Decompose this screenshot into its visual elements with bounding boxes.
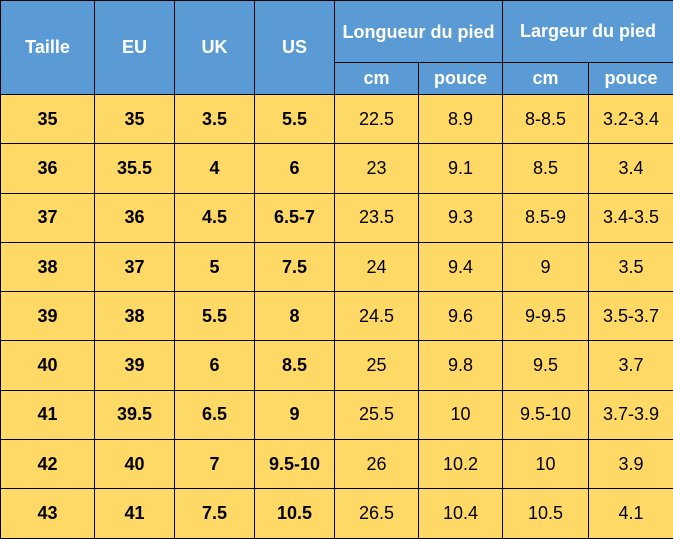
col-header-us: US: [255, 1, 335, 95]
cell-width-inch: 3.4-3.5: [589, 193, 673, 242]
cell-width-inch: 3.5: [589, 242, 673, 291]
cell-uk: 6.5: [175, 390, 255, 439]
cell-width-cm: 10: [503, 440, 589, 489]
cell-eu: 37: [95, 242, 175, 291]
cell-size: 35: [1, 95, 95, 144]
cell-length-inch: 9.6: [419, 292, 503, 341]
cell-length-cm: 24: [335, 242, 419, 291]
cell-eu: 38: [95, 292, 175, 341]
cell-us: 6: [255, 144, 335, 193]
cell-length-inch: 10.2: [419, 440, 503, 489]
cell-length-cm: 25.5: [335, 390, 419, 439]
cell-us: 7.5: [255, 242, 335, 291]
subheader-length-inch: pouce: [419, 63, 503, 95]
cell-eu: 40: [95, 440, 175, 489]
cell-width-inch: 3.7: [589, 341, 673, 390]
cell-uk: 5: [175, 242, 255, 291]
cell-size: 36: [1, 144, 95, 193]
cell-uk: 5.5: [175, 292, 255, 341]
col-header-size: Taille: [1, 1, 95, 95]
cell-length-inch: 9.8: [419, 341, 503, 390]
cell-size: 43: [1, 489, 95, 538]
cell-width-cm: 10.5: [503, 489, 589, 538]
col-header-foot-width: Largeur du pied: [503, 1, 673, 63]
col-header-eu: EU: [95, 1, 175, 95]
cell-size: 37: [1, 193, 95, 242]
subheader-width-inch: pouce: [589, 63, 673, 95]
cell-length-inch: 8.9: [419, 95, 503, 144]
cell-width-cm: 9: [503, 242, 589, 291]
cell-us: 8.5: [255, 341, 335, 390]
cell-us: 10.5: [255, 489, 335, 538]
cell-eu: 41: [95, 489, 175, 538]
cell-eu: 35: [95, 95, 175, 144]
cell-width-inch: 3.4: [589, 144, 673, 193]
cell-width-inch: 3.2-3.4: [589, 95, 673, 144]
subheader-width-cm: cm: [503, 63, 589, 95]
cell-uk: 7: [175, 440, 255, 489]
cell-eu: 39: [95, 341, 175, 390]
cell-size: 39: [1, 292, 95, 341]
cell-width-cm: 8.5-9: [503, 193, 589, 242]
cell-us: 8: [255, 292, 335, 341]
cell-width-inch: 3.5-3.7: [589, 292, 673, 341]
cell-width-cm: 9.5: [503, 341, 589, 390]
cell-eu: 39.5: [95, 390, 175, 439]
cell-us: 5.5: [255, 95, 335, 144]
cell-length-cm: 22.5: [335, 95, 419, 144]
cell-length-cm: 23: [335, 144, 419, 193]
header-row: Taille EU UK US Longueur du pied Largeur…: [1, 1, 673, 63]
cell-size: 38: [1, 242, 95, 291]
cell-length-cm: 26.5: [335, 489, 419, 538]
cell-length-inch: 10.4: [419, 489, 503, 538]
cell-eu: 35.5: [95, 144, 175, 193]
cell-uk: 7.5: [175, 489, 255, 538]
cell-us: 6.5-7: [255, 193, 335, 242]
col-header-foot-length: Longueur du pied: [335, 1, 503, 63]
cell-length-cm: 23.5: [335, 193, 419, 242]
cell-uk: 6: [175, 341, 255, 390]
cell-width-cm: 9-9.5: [503, 292, 589, 341]
cell-length-cm: 26: [335, 440, 419, 489]
col-header-uk: UK: [175, 1, 255, 95]
cell-width-inch: 3.7-3.9: [589, 390, 673, 439]
cell-size: 42: [1, 440, 95, 489]
cell-size: 40: [1, 341, 95, 390]
table-header: Taille EU UK US Longueur du pied Largeur…: [1, 1, 673, 95]
cell-width-inch: 4.1: [589, 489, 673, 538]
cell-length-inch: 9.3: [419, 193, 503, 242]
cell-width-cm: 9.5-10: [503, 390, 589, 439]
cell-width-inch: 3.9: [589, 440, 673, 489]
subheader-length-cm: cm: [335, 63, 419, 95]
cell-us: 9.5-10: [255, 440, 335, 489]
cell-length-inch: 10: [419, 390, 503, 439]
cell-width-cm: 8-8.5: [503, 95, 589, 144]
cell-uk: 4: [175, 144, 255, 193]
cell-uk: 4.5: [175, 193, 255, 242]
cell-eu: 36: [95, 193, 175, 242]
cell-length-inch: 9.4: [419, 242, 503, 291]
cell-length-cm: 24.5: [335, 292, 419, 341]
cell-size: 41: [1, 390, 95, 439]
cell-length-cm: 25: [335, 341, 419, 390]
cell-length-inch: 9.1: [419, 144, 503, 193]
cell-us: 9: [255, 390, 335, 439]
cell-width-cm: 8.5: [503, 144, 589, 193]
cell-uk: 3.5: [175, 95, 255, 144]
